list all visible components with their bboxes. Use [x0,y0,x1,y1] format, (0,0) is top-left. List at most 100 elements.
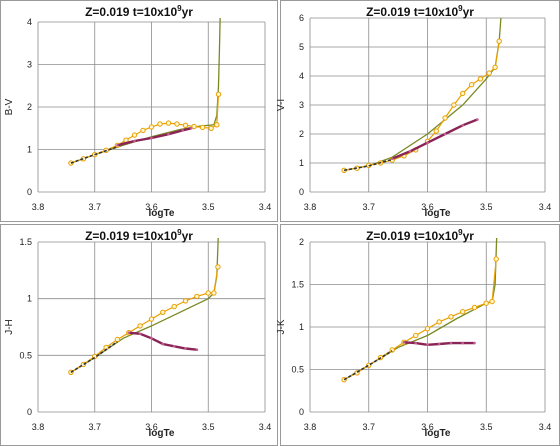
series-2-point [468,82,475,88]
plot-area [68,18,222,166]
panel-2: 0 1 2 3 4 5 6 3.8 3.7 3.6 3.5 3.4 Z=0.019 t=10x109yr… [276,0,560,222]
x-axis-label: logTe [149,428,175,439]
x-tick-label: 3.4 [539,202,552,212]
series-2-point [214,122,220,128]
series-2-point [157,121,163,127]
x-tick-label: 3.6 [145,422,158,432]
title-rest: yr [463,5,475,19]
series-2-point [194,293,200,300]
title-main: Z=0.019 t=10x10 [366,5,458,19]
y-tick-label: 1.5 [291,280,304,290]
title-main: Z=0.019 t=10x10 [366,229,458,243]
series-2-point [451,102,457,108]
y-tick-label: 0 [27,187,32,197]
chart-title: Z=0.019 t=10x109yr [85,4,193,19]
series-3-point [150,136,153,140]
series-2-point [199,124,206,131]
title-superscript: 9 [177,228,182,237]
series-2-point [436,319,442,325]
title-main: Z=0.019 t=10x10 [85,229,177,243]
y-tick-label: 1 [299,322,304,332]
series-2-point [160,309,166,316]
plot-area [68,238,221,376]
title-rest: yr [463,229,475,243]
series-3-line [391,118,478,160]
title-superscript: 9 [458,228,463,237]
series-3-point [181,129,184,132]
series-2-point [442,115,448,121]
series-3-point [172,345,176,348]
x-tick-label: 3.7 [88,422,101,432]
series-2-point [489,298,495,305]
title-rest: yr [182,229,194,243]
series-3-point [461,124,464,127]
y-tick-label: 1 [299,158,304,168]
y-tick-label: 5 [299,42,304,52]
y-tick-label: 0 [299,407,304,417]
series-2-point [137,323,143,329]
series-3-point [443,132,447,136]
chart-title: Z=0.019 t=10x109yr [366,4,474,19]
series-2-point [174,121,180,127]
series-2-point [114,336,121,343]
x-tick-label: 3.7 [362,202,375,212]
series-2-point [215,91,222,98]
series-3-point [195,348,199,351]
panel-4: 0 0.5 1 1.5 2 3.8 3.7 3.6 3.5 3.4 Z=0.019 t=10x109… [276,224,560,446]
series-3-point [426,343,429,347]
series-3-point [184,347,187,350]
plot-area [341,238,499,383]
series-2-point [215,264,221,270]
y-tick-label: 4 [27,17,32,27]
series-2-point [496,38,502,44]
y-tick-label: 3 [299,100,304,110]
x-tick-label: 3.5 [202,202,215,212]
series-2-point [493,256,499,262]
y-tick-label: 0 [27,407,32,417]
series-4-line [343,158,393,172]
y-tick-label: 2 [27,102,32,112]
x-tick-label: 3.5 [202,422,215,432]
series-4-line [70,146,118,164]
panel-1: 0 1 2 3 4 3.8 3.7 3.6 3.5 3.4 Z=0.019 t=10x109yr lo… [0,0,278,222]
chart-title: Z=0.019 t=10x109yr [366,228,474,243]
series-3-point [437,342,441,346]
x-tick-label: 3.6 [421,202,434,212]
y-tick-label: 6 [299,13,304,23]
series-2-point [171,303,177,310]
series-2-point [460,309,466,315]
y-tick-label: 1.5 [19,237,32,247]
x-tick-label: 3.8 [304,422,317,432]
x-tick-label: 3.5 [480,202,493,212]
series-3-point [476,118,479,121]
y-tick-label: 2 [299,237,304,247]
series-2-point [477,76,484,82]
y-tick-label: 1 [27,294,32,304]
series-3-point [390,157,394,160]
series-2-point [182,298,189,304]
panel-frame [0,224,278,446]
series-3-point [116,144,119,147]
series-3-point [426,141,429,144]
plot-area [341,17,502,174]
y-tick-label: 0.5 [19,350,32,360]
series-2-point [165,120,172,126]
title-superscript: 9 [458,4,463,13]
series-2-point [211,290,217,296]
y-tick-label: 2 [299,129,304,139]
y-tick-label: 1 [27,145,32,155]
y-tick-label: 3 [27,60,32,70]
series-2-point [492,64,498,71]
x-tick-label: 3.4 [259,422,272,432]
series-3-point [414,341,417,345]
x-axis-label: logTe [149,208,175,219]
series-2-point [483,300,489,306]
panel-frame [0,0,278,222]
series-2-point [460,90,466,97]
x-tick-label: 3.4 [539,422,552,432]
y-axis-label: V-I [276,99,287,111]
series-2-point [148,316,155,322]
series-3-point [138,332,142,336]
series-3-point [167,132,170,136]
